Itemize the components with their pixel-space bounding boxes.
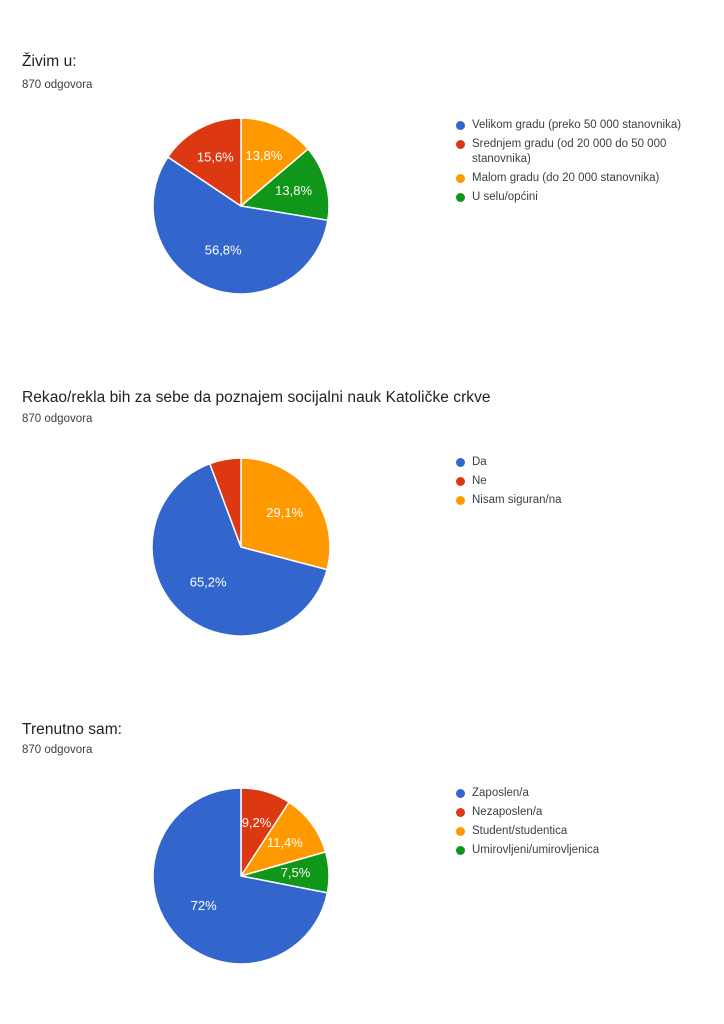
slice-value-label: 72% — [191, 898, 217, 913]
question-title: Trenutno sam: — [22, 721, 123, 738]
legend-item-label: Ne — [472, 475, 487, 487]
legend-item[interactable]: Ne — [456, 474, 561, 489]
slice-value-label: 9,2% — [242, 815, 272, 830]
pie-svg: 13,8% 13,8% 56,8% 15,6% — [152, 117, 330, 295]
legend-item[interactable]: Nezaposlen/a — [456, 805, 599, 820]
pie-slice[interactable] — [208, 457, 242, 548]
legend-color-dot-icon — [456, 458, 465, 467]
legend-color-dot-icon — [456, 846, 465, 855]
pie-slice[interactable] — [152, 787, 329, 965]
legend-color-dot-icon — [456, 140, 465, 149]
pie-slice[interactable] — [151, 462, 328, 637]
legend-item-label: Nisam siguran/na — [472, 494, 562, 506]
slice-value-label: 7,5% — [281, 865, 311, 880]
slice-value-label: 29,1% — [266, 505, 303, 520]
legend-color-dot-icon — [456, 174, 465, 183]
legend-color-dot-icon — [456, 827, 465, 836]
question-title: Rekao/rekla bih za sebe da poznajem soci… — [22, 389, 491, 406]
legend-item-label: Nezaposlen/a — [472, 806, 543, 818]
legend-color-dot-icon — [456, 477, 465, 486]
pie-slice[interactable] — [166, 117, 242, 208]
legend-item[interactable]: U selu/općini — [456, 190, 706, 205]
legend-color-dot-icon — [456, 808, 465, 817]
slice-value-label: 11,4% — [267, 835, 303, 850]
legend-color-dot-icon — [456, 121, 465, 130]
slice-value-label: 56,8% — [205, 242, 242, 257]
pie-chart-1: 13,8% 13,8% 56,8% 15,6% — [150, 115, 332, 297]
response-count: 870 odgovora — [22, 744, 93, 756]
legend-item-label: U selu/općini — [472, 191, 538, 203]
legend-item[interactable]: Nisam siguran/na — [456, 493, 561, 508]
pie-slice[interactable] — [239, 148, 330, 222]
chart-legend-1: Velikom gradu (preko 50 000 stanovnika) S… — [456, 118, 706, 209]
pie-chart-3: 9,2% 11,4% 7,5% 72% — [150, 785, 332, 967]
pie-slice[interactable] — [152, 155, 329, 295]
legend-item[interactable]: Umirovljeni/umirovljenica — [456, 843, 599, 858]
legend-item[interactable]: Student/studentica — [456, 824, 599, 839]
pie-svg: 29,1% 65,2% — [151, 457, 331, 637]
pie-slice[interactable] — [240, 117, 310, 208]
slice-value-label: 13,8% — [245, 148, 282, 163]
pie-slice[interactable] — [240, 457, 331, 571]
legend-color-dot-icon — [456, 193, 465, 202]
slice-value-label: 13,8% — [275, 183, 312, 198]
pie-svg: 9,2% 11,4% 7,5% 72% — [152, 787, 330, 965]
response-count: 870 odgovora — [22, 79, 93, 91]
pie-chart-2: 29,1% 65,2% — [149, 455, 333, 639]
slice-value-label: 15,6% — [197, 149, 234, 164]
legend-item[interactable]: Malom gradu (do 20 000 stanovnika) — [456, 171, 706, 186]
slice-value-label: 65,2% — [190, 575, 227, 590]
legend-item[interactable]: Velikom gradu (preko 50 000 stanovnika) — [456, 118, 706, 133]
legend-color-dot-icon — [456, 789, 465, 798]
legend-color-dot-icon — [456, 496, 465, 505]
question-title: Živim u: — [22, 53, 77, 70]
chart-legend-2: Da Ne Nisam siguran/na — [456, 455, 561, 512]
legend-item-label: Malom gradu (do 20 000 stanovnika) — [472, 172, 660, 184]
legend-item-label: Velikom gradu (preko 50 000 stanovnika) — [472, 119, 682, 131]
response-count: 870 odgovora — [22, 413, 93, 425]
legend-item[interactable]: Zaposlen/a — [456, 786, 599, 801]
legend-item-label: Srednjem gradu (od 20 000 do 50 000 stan… — [472, 138, 667, 165]
legend-item-label: Student/studentica — [472, 825, 568, 837]
legend-item-label: Da — [472, 456, 487, 468]
legend-item[interactable]: Da — [456, 455, 561, 470]
chart-legend-3: Zaposlen/a Nezaposlen/a Student/studentica… — [456, 786, 599, 862]
legend-item-label: Umirovljeni/umirovljenica — [472, 844, 600, 856]
legend-item-label: Zaposlen/a — [472, 787, 529, 799]
legend-item[interactable]: Srednjem gradu (od 20 000 do 50 000 stan… — [456, 137, 706, 167]
